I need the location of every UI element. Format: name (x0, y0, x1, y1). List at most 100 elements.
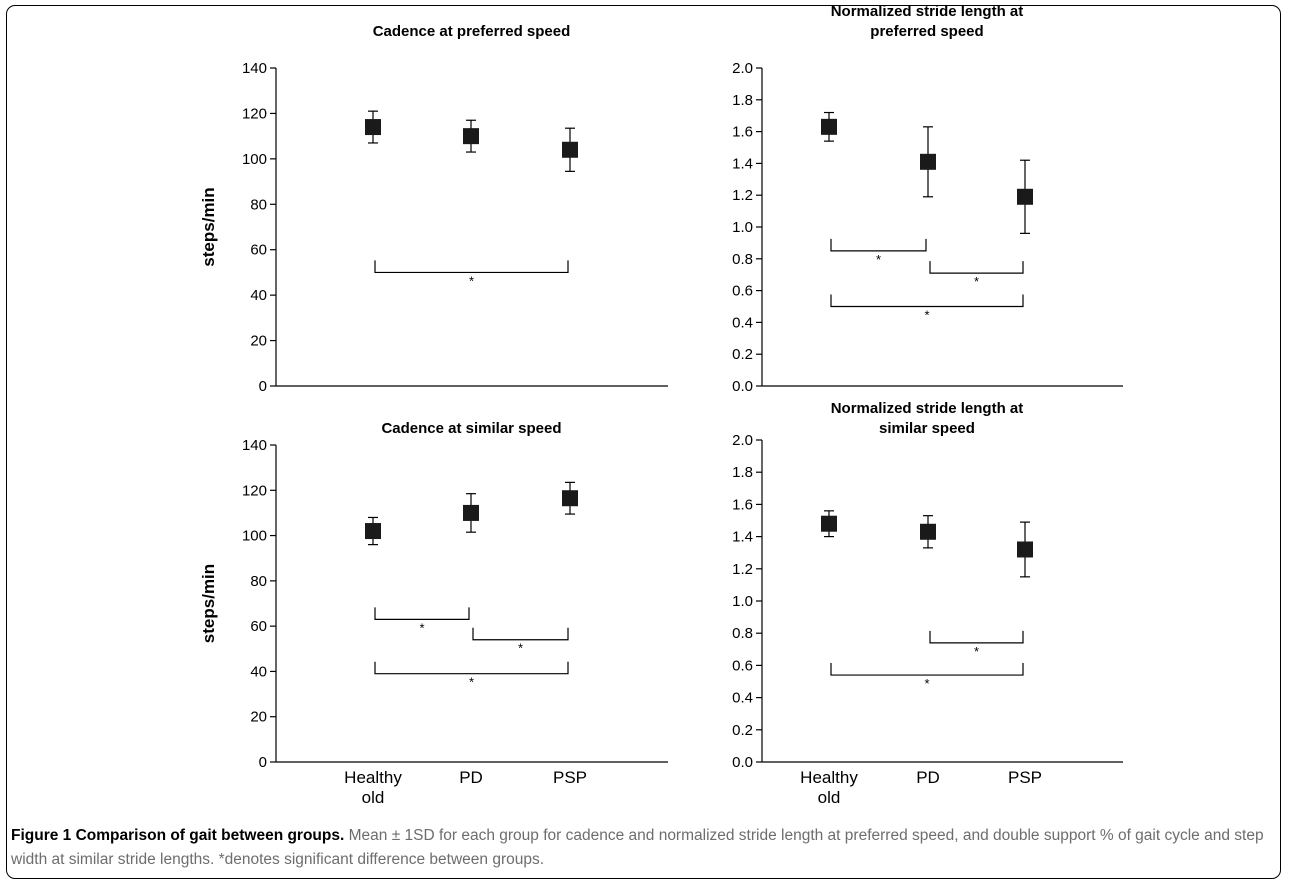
y-tick-label: 60 (250, 618, 267, 635)
y-tick-label: 0.8 (732, 251, 753, 268)
significance-bracket: * (374, 661, 569, 690)
data-point (821, 515, 837, 532)
x-tick-label: Healthy old (800, 768, 858, 807)
bracket-line (374, 607, 470, 620)
x-tick-label-line: PD (459, 768, 483, 787)
bracket-line (830, 663, 1024, 676)
chart-title-line: preferred speed (870, 23, 983, 40)
x-tick-label-line: old (362, 788, 385, 807)
significance-bracket: * (374, 607, 470, 635)
y-tick-label: 80 (250, 573, 267, 590)
y-axis-label: steps/min (199, 564, 218, 643)
data-point (463, 128, 479, 145)
significance-star: * (469, 273, 474, 288)
y-tick-label: 120 (242, 482, 267, 499)
y-tick-label: 0 (259, 378, 267, 395)
significance-bracket: * (929, 630, 1024, 659)
y-tick-label: 0.2 (732, 346, 753, 363)
y-tick-label: 0.4 (732, 314, 753, 331)
chart-title-line: Normalized stride length at (831, 400, 1024, 417)
significance-star: * (469, 675, 474, 690)
significance-star: * (974, 274, 979, 289)
y-tick-label: 0.4 (732, 690, 753, 707)
bracket-line (472, 627, 569, 641)
figure-title: Comparison of gait between groups. (75, 827, 345, 844)
y-tick-label: 1.0 (732, 219, 753, 236)
y-tick-label: 100 (242, 151, 267, 168)
bracket-line (830, 238, 927, 252)
data-point (562, 141, 578, 158)
x-tick-label: PD (916, 768, 940, 787)
data-point (920, 523, 936, 540)
bracket-line (830, 294, 1024, 308)
y-tick-label: 80 (250, 196, 267, 213)
y-tick-label: 20 (250, 709, 267, 726)
x-tick-label-line: Healthy (800, 768, 858, 787)
significance-bracket: * (374, 260, 569, 288)
significance-bracket: * (830, 663, 1024, 691)
y-tick-label: 1.0 (732, 593, 753, 610)
x-tick-label: PD (459, 768, 483, 787)
bracket-line (374, 661, 569, 675)
data-point (365, 523, 381, 540)
x-tick-label: PSP (553, 768, 587, 787)
data-point (920, 153, 936, 170)
y-axis-label: steps/min (199, 187, 218, 266)
x-tick-label-line: old (818, 788, 841, 807)
y-tick-label: 0.0 (732, 754, 753, 771)
y-tick-label: 1.8 (732, 464, 753, 481)
y-tick-label: 1.2 (732, 561, 753, 578)
chart-panel-1: Cadence at preferred speed 0 20 40 60 80 100 12… (199, 23, 668, 395)
significance-bracket: * (830, 294, 1024, 323)
chart-panel-3: Cadence at similar speed 0 20 40 60 80 100 120 1… (199, 420, 668, 807)
chart-title-line: Normalized stride length at (831, 3, 1024, 20)
y-tick-label: 40 (250, 663, 267, 680)
x-tick-label-line: PD (916, 768, 940, 787)
data-point (562, 490, 578, 507)
chart-title: Normalized stride length at preferred spe… (831, 3, 1024, 40)
bracket-line (374, 260, 569, 274)
y-tick-label: 140 (242, 437, 267, 454)
y-tick-label: 0.6 (732, 283, 753, 300)
x-tick-label: PSP (1008, 768, 1042, 787)
y-tick-label: 1.4 (732, 529, 753, 546)
figure-frame (6, 5, 1281, 879)
significance-star: * (924, 308, 929, 323)
chart-panel-2: Normalized stride length at preferred spe… (732, 3, 1123, 395)
significance-star: * (974, 644, 979, 659)
y-tick-label: 20 (250, 333, 267, 350)
significance-star: * (518, 641, 523, 656)
bracket-line (929, 261, 1024, 274)
y-tick-label: 0.2 (732, 722, 753, 739)
significance-star: * (924, 676, 929, 691)
data-point (463, 504, 479, 521)
significance-bracket: * (929, 261, 1024, 289)
data-point (821, 118, 837, 135)
chart-title: Cadence at preferred speed (373, 23, 571, 40)
figure-caption: Figure 1 Comparison of gait between grou… (11, 824, 1271, 872)
y-tick-label: 2.0 (732, 432, 753, 449)
y-tick-label: 120 (242, 105, 267, 122)
figure-label: Figure 1 (11, 827, 72, 844)
y-tick-label: 40 (250, 287, 267, 304)
y-tick-label: 0.6 (732, 657, 753, 674)
y-tick-label: 0 (259, 754, 267, 771)
y-tick-label: 0.8 (732, 625, 753, 642)
y-tick-label: 1.6 (732, 496, 753, 513)
y-tick-label: 60 (250, 242, 267, 259)
y-tick-label: 1.2 (732, 187, 753, 204)
x-tick-label-line: PSP (553, 768, 587, 787)
y-tick-label: 1.8 (732, 92, 753, 109)
x-tick-label-line: PSP (1008, 768, 1042, 787)
chart-title-line: Cadence at preferred speed (373, 23, 571, 40)
y-tick-label: 1.4 (732, 155, 753, 172)
significance-star: * (876, 252, 881, 267)
chart-title: Normalized stride length at similar speed (831, 400, 1024, 437)
figure-caption-text: Mean ± 1SD for each group for cadence an… (11, 827, 1264, 868)
chart-title-line: Cadence at similar speed (381, 420, 561, 437)
significance-bracket: * (472, 627, 569, 656)
y-tick-label: 1.6 (732, 124, 753, 141)
chart-panel-4: Normalized stride length at similar speed… (732, 400, 1123, 807)
chart-title-line: similar speed (879, 420, 975, 437)
